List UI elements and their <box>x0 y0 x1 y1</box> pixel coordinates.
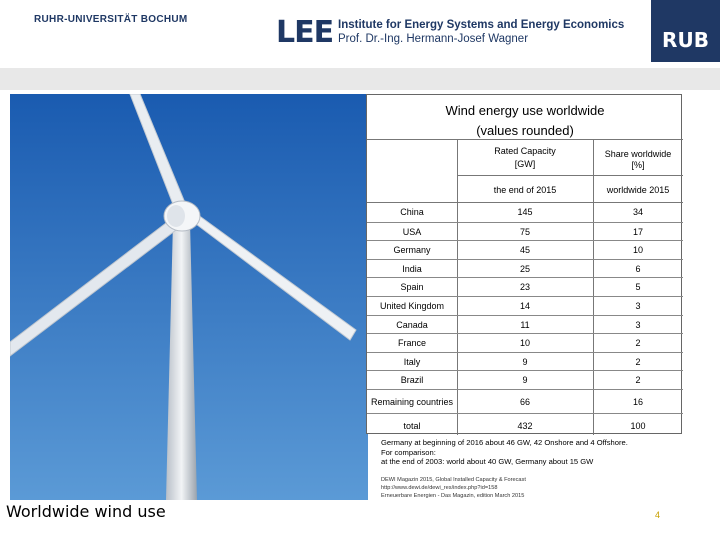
share-cell: 17 <box>632 226 643 237</box>
lee-logo: LEE <box>276 15 334 50</box>
share-cell: 2 <box>635 338 641 349</box>
table-row: United Kingdom 14 3 <box>367 295 683 315</box>
country-cell: total <box>403 420 421 431</box>
university-wordmark: RUHR-UNIVERSITÄT BOCHUM <box>34 14 188 25</box>
note-line: Germany at beginning of 2016 about 46 GW… <box>381 438 628 447</box>
capacity-cell: 25 <box>519 263 530 274</box>
table-row: Brazil 9 2 <box>367 370 683 389</box>
share-cell: 3 <box>635 300 641 311</box>
table-row: USA 75 17 <box>367 221 683 241</box>
institute-block: Institute for Energy Systems and Energy … <box>338 18 624 46</box>
header-share-subtitle: worldwide 2015 <box>606 185 670 195</box>
institute-name: Institute for Energy Systems and Energy … <box>338 19 625 31</box>
header-share-unit: [%] <box>631 160 645 170</box>
capacity-cell: 14 <box>519 300 530 311</box>
capacity-cell: 11 <box>520 319 530 330</box>
country-cell: USA <box>402 226 422 237</box>
header-rated-capacity-line1: Rated Capacity <box>494 146 556 156</box>
source-line: DEWI Magazin 2015, Global Installed Capa… <box>381 477 526 483</box>
capacity-cell: 66 <box>519 396 530 407</box>
page-number: 4 <box>655 510 661 520</box>
table-divider <box>367 139 683 140</box>
capacity-cell: 432 <box>517 420 533 431</box>
professor-name: Prof. Dr.-Ing. Hermann-Josef Wagner <box>338 33 529 45</box>
table-divider <box>367 202 683 203</box>
wind-turbine-illustration <box>10 94 368 500</box>
country-cell: Spain <box>400 282 424 293</box>
capacity-cell: 145 <box>517 207 533 217</box>
country-cell: China <box>400 207 424 217</box>
header-divider-band <box>0 68 720 90</box>
slide-title: Worldwide wind use <box>6 502 166 521</box>
country-cell: Remaining countries <box>370 396 454 407</box>
share-cell: 16 <box>632 396 643 407</box>
capacity-cell: 9 <box>522 375 528 386</box>
country-cell: India <box>402 263 422 274</box>
table-column-divider <box>457 139 458 435</box>
header-capacity-subtitle: the end of 2015 <box>493 185 557 195</box>
table-row: Canada 11 3 <box>367 314 683 334</box>
table-row: Spain 23 5 <box>367 277 683 296</box>
table-row: Italy 9 2 <box>367 351 683 371</box>
table-title-line2: (values rounded) <box>476 123 574 138</box>
share-cell: 3 <box>635 319 641 330</box>
country-cell: Italy <box>403 356 421 367</box>
source-line: Erneuerbare Energien - Das Magazin, edit… <box>381 493 525 499</box>
table-row: China 145 34 <box>367 203 683 222</box>
share-cell: 34 <box>632 207 643 217</box>
note-line: For comparison: <box>381 447 436 457</box>
sources-block: DEWI Magazin 2015, Global Installed Capa… <box>381 476 681 492</box>
table-body: China 145 34 USA 75 17 Germany 45 10 India 25 6 … <box>367 203 683 437</box>
country-cell: United Kingdom <box>379 300 445 311</box>
source-link: http://www.dewi.de/dewi_res/index.php?id… <box>381 485 498 491</box>
table-column-divider <box>593 139 594 435</box>
table-title: Wind energy use worldwide (values rounde… <box>367 101 683 141</box>
wind-turbine-photo <box>10 94 368 500</box>
table-divider <box>457 175 683 176</box>
header-rated-capacity: Rated Capacity [GW] <box>457 145 593 171</box>
capacity-cell: 10 <box>519 338 530 349</box>
note-line: at the end of 2003: world about 40 GW, G… <box>381 457 594 466</box>
capacity-cell: 9 <box>522 356 528 367</box>
table-row: Germany 45 10 <box>367 240 683 259</box>
share-cell: 10 <box>632 245 643 256</box>
table-row: France 10 2 <box>367 333 683 352</box>
capacity-cell: 75 <box>519 226 530 237</box>
country-cell: Brazil <box>400 375 424 386</box>
header-share-line1: Share worldwide <box>604 149 672 159</box>
share-cell: 2 <box>635 375 641 386</box>
slide-header: RUHR-UNIVERSITÄT BOCHUM LEE Institute fo… <box>0 0 720 68</box>
wind-capacity-table: Wind energy use worldwide (values rounde… <box>366 94 683 437</box>
share-cell: 5 <box>635 282 641 293</box>
header-share-worldwide: Share worldwide [%] <box>593 149 683 171</box>
table-row-total: total 432 100 <box>367 412 683 437</box>
share-cell: 6 <box>635 263 641 274</box>
country-cell: Germany <box>393 245 431 256</box>
rub-logo: RUB <box>651 0 720 62</box>
notes-block: Germany at beginning of 2016 about 46 GW… <box>381 438 701 467</box>
country-cell: France <box>397 338 426 349</box>
share-cell: 2 <box>635 356 641 367</box>
share-cell: 100 <box>630 420 646 431</box>
table-title-line1: Wind energy use worldwide <box>445 103 605 118</box>
table-row: India 25 6 <box>367 258 683 278</box>
capacity-cell: 45 <box>519 245 530 256</box>
country-cell: Canada <box>396 319 428 330</box>
capacity-cell: 23 <box>519 282 530 293</box>
table-row: Remaining countries 66 16 <box>367 388 683 413</box>
header-rated-capacity-unit: [GW] <box>514 159 536 169</box>
